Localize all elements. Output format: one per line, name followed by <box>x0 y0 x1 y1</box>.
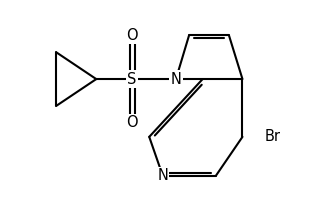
Text: O: O <box>126 28 138 43</box>
Text: O: O <box>126 115 138 130</box>
Text: N: N <box>171 72 181 87</box>
Text: N: N <box>157 168 168 183</box>
Text: Br: Br <box>264 129 280 144</box>
Text: S: S <box>127 72 137 87</box>
